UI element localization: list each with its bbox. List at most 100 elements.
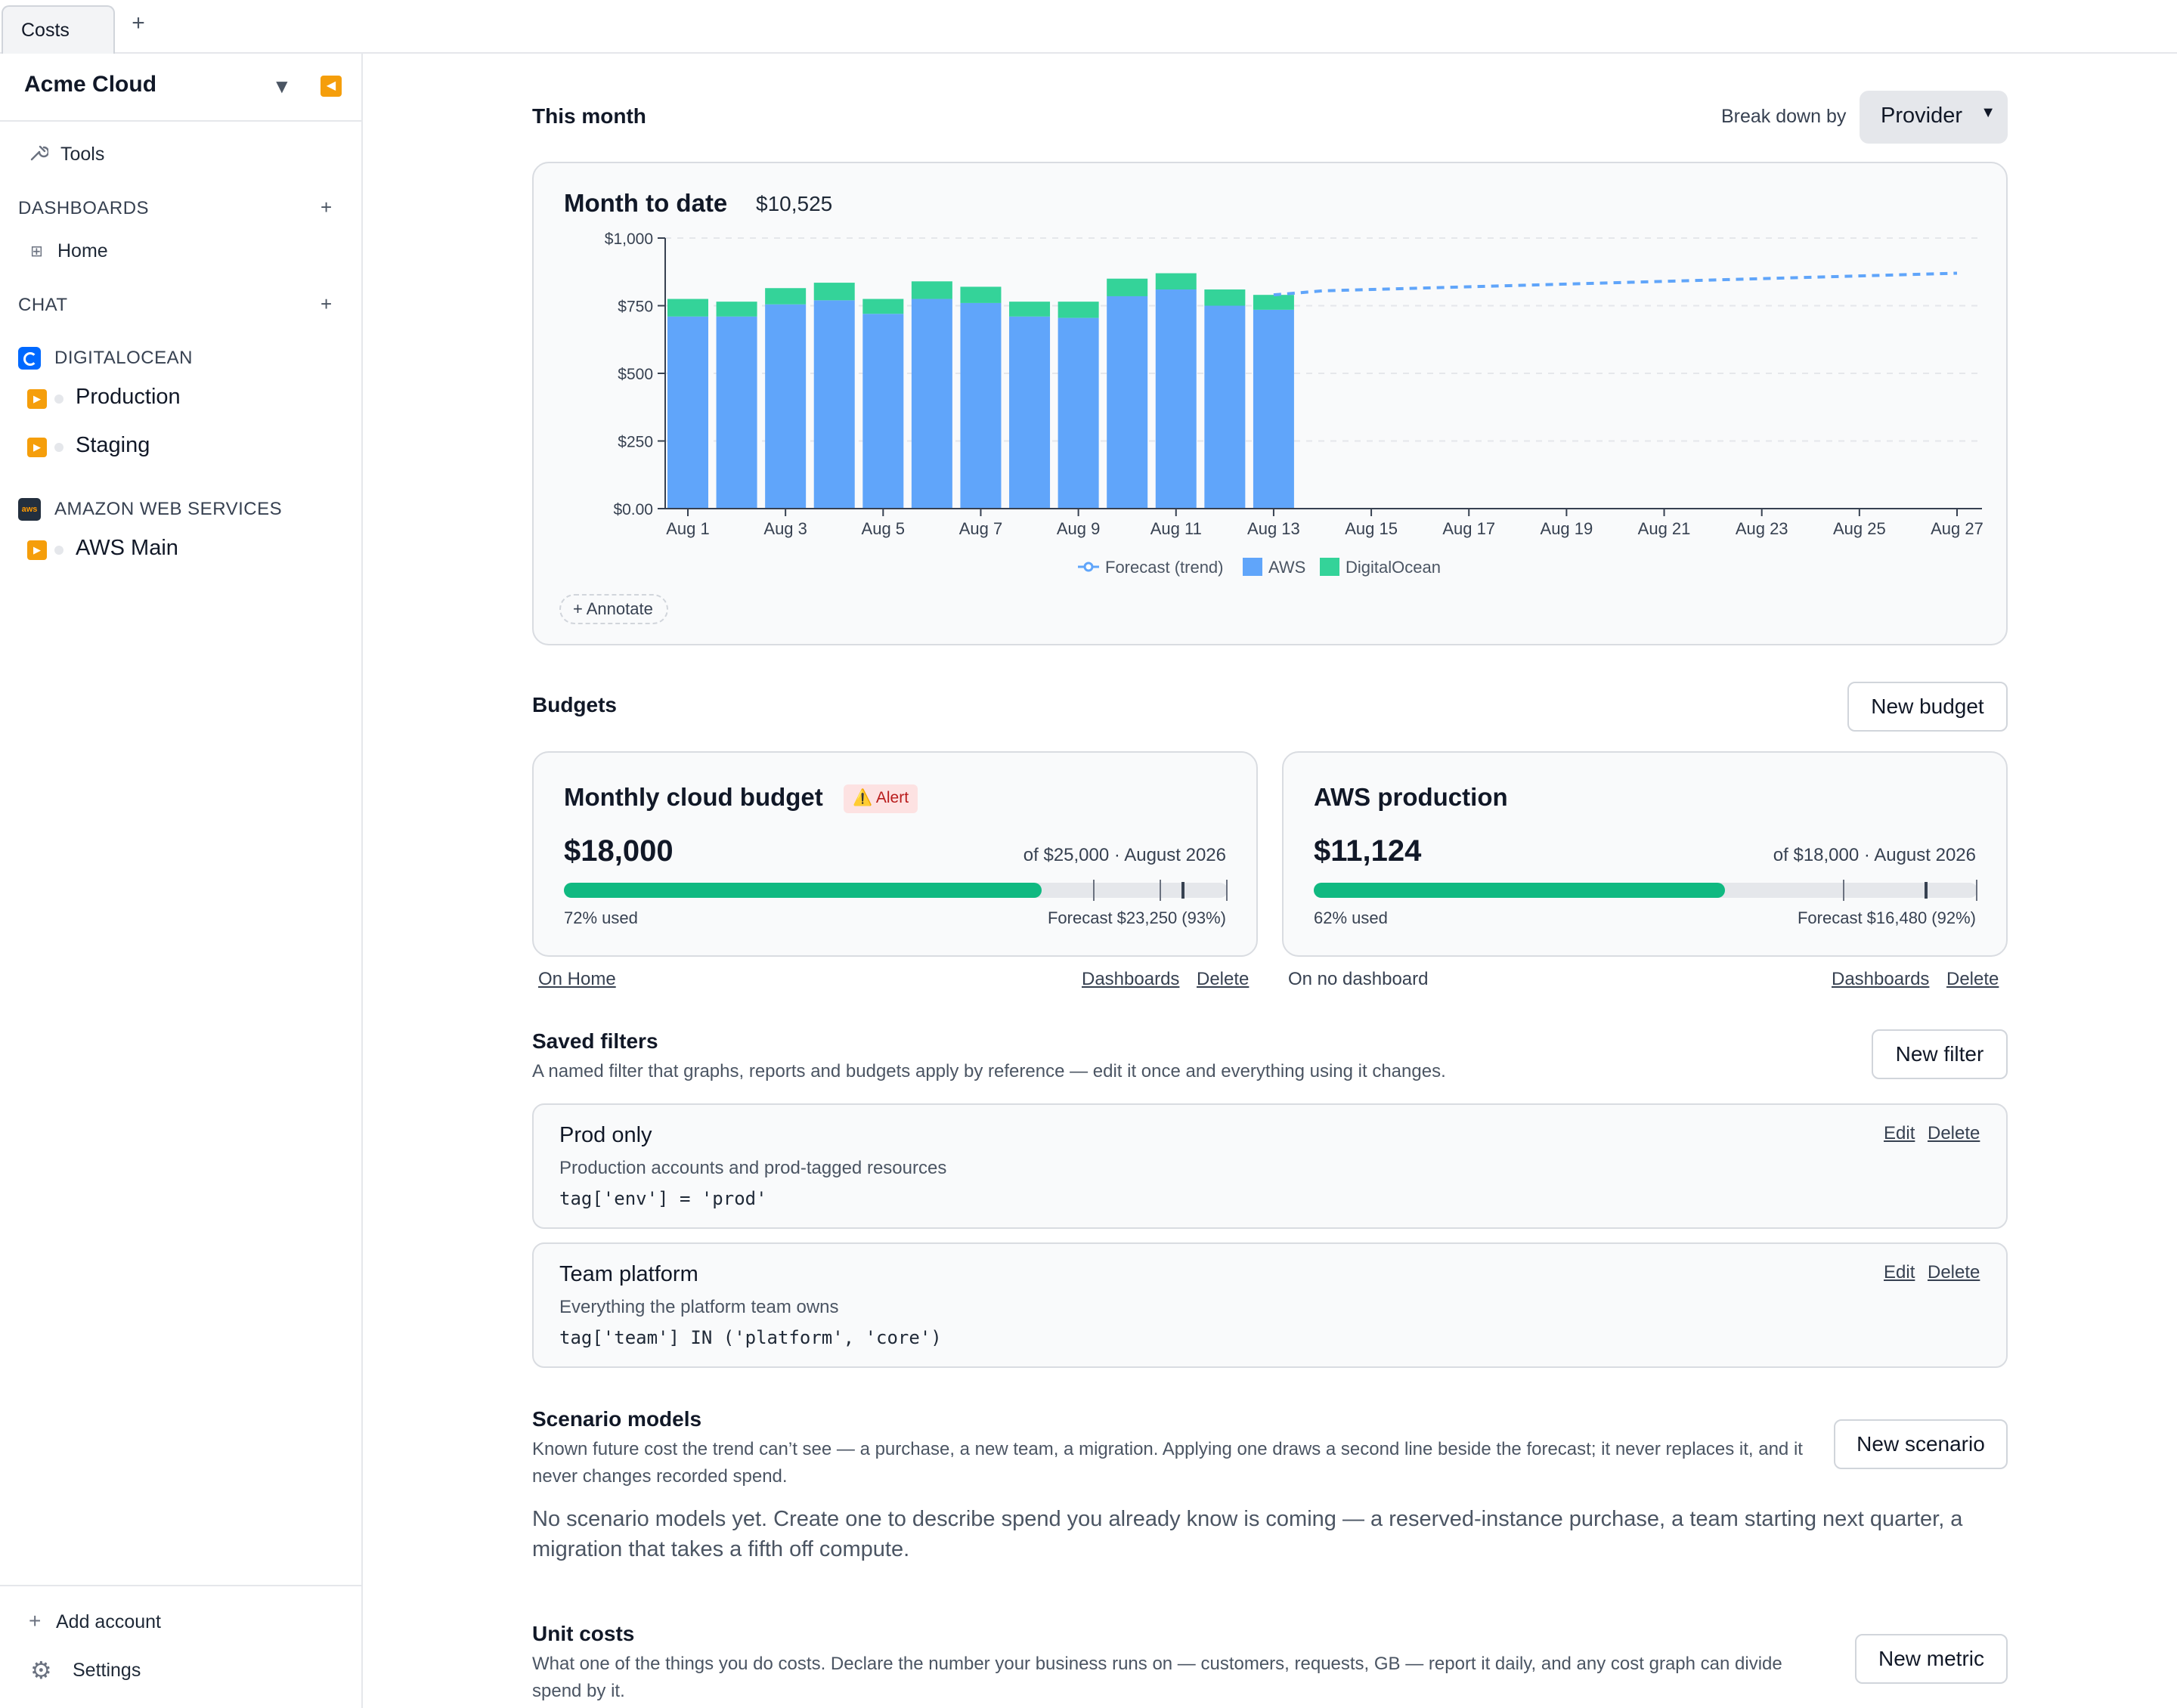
sidebar-divider (0, 1585, 361, 1586)
budgets-heading: Budgets (532, 693, 617, 716)
bar-aws (1058, 317, 1099, 509)
add-dashboard-button[interactable]: + (321, 196, 333, 218)
bar-aws (1204, 305, 1246, 509)
threshold-tick (1093, 880, 1095, 901)
bar-aws (813, 300, 855, 509)
sidebar-item-tools[interactable]: Tools (60, 144, 105, 165)
filter-name: Team platform (559, 1262, 698, 1286)
bar-aws (716, 316, 757, 509)
bar-digitalocean (1155, 273, 1197, 290)
bar-digitalocean (960, 286, 1002, 303)
bar-digitalocean (765, 288, 807, 305)
collapse-sidebar-icon[interactable]: ◀ (321, 76, 342, 97)
threshold-tick (1226, 880, 1228, 901)
annotate-label: + Annotate (573, 599, 653, 618)
x-tick-label: Aug 23 (1736, 519, 1788, 538)
budget-title: AWS production (1314, 783, 1508, 811)
provider-name: AMAZON WEB SERVICES (54, 499, 283, 519)
legend-swatch (1243, 558, 1262, 576)
add-account-button[interactable]: Add account (56, 1611, 161, 1632)
wrench-icon (29, 143, 50, 168)
scenario-models-heading: Scenario models (532, 1407, 702, 1431)
x-tick-label: Aug 7 (959, 519, 1003, 538)
y-tick-label: $0.00 (613, 501, 653, 518)
filter-card[interactable]: Prod only Production accounts and prod-t… (532, 1103, 2008, 1229)
filter-expression: tag['env'] = 'prod' (559, 1188, 767, 1209)
budget-location-link[interactable]: On Home (538, 969, 616, 989)
budget-delete-link[interactable]: Delete (1946, 969, 1999, 989)
y-tick-label: $1,000 (605, 231, 653, 248)
budget-card[interactable]: AWS production $11,124 of $18,000 · Augu… (1282, 751, 2008, 957)
budget-amount: $11,124 (1314, 834, 1422, 868)
add-chat-button[interactable]: + (321, 292, 333, 315)
dashboards-section-label: DASHBOARDS (18, 198, 150, 218)
budget-dashboards-link[interactable]: Dashboards (1082, 969, 1180, 989)
bar-aws (1107, 295, 1148, 509)
chevron-down-icon: ▼ (1980, 104, 1996, 121)
x-tick-label: Aug 25 (1833, 519, 1886, 538)
threshold-tick (1843, 880, 1844, 901)
budget-title: Monthly cloud budget (564, 783, 823, 811)
new-filter-button[interactable]: New filter (1872, 1029, 2008, 1079)
budget-forecast: Forecast $23,250 (93%) (1047, 908, 1226, 927)
x-tick-label: Aug 19 (1541, 519, 1593, 538)
threshold-tick (1160, 880, 1161, 901)
status-dot (54, 443, 63, 452)
breakdown-label: Break down by (1721, 106, 1847, 127)
y-tick-label: $750 (618, 299, 653, 316)
bar-aws (911, 299, 952, 509)
budget-card[interactable]: Monthly cloud budget ⚠️ Alert $18,000 of… (532, 751, 1258, 957)
settings-button[interactable]: Settings (73, 1660, 141, 1681)
bar-digitalocean (667, 299, 708, 317)
tab-bar: Costs + (0, 0, 2177, 54)
new-budget-button[interactable]: New budget (1847, 682, 2008, 732)
bar-aws (862, 314, 904, 509)
provider-name: DIGITALOCEAN (54, 348, 193, 368)
bar-aws (1155, 289, 1197, 509)
budget-progress-track (1314, 880, 1977, 901)
filter-edit-link[interactable]: Edit (1884, 1262, 1915, 1283)
forecast-marker (1181, 882, 1184, 899)
filter-card[interactable]: Team platform Everything the platform te… (532, 1242, 2008, 1368)
filter-delete-link[interactable]: Delete (1928, 1123, 1980, 1143)
status-dot (54, 546, 63, 555)
saved-filters-heading: Saved filters (532, 1029, 658, 1053)
aws-logo-icon: aws (18, 498, 41, 521)
filter-edit-link[interactable]: Edit (1884, 1123, 1915, 1143)
budget-location: On no dashboard (1288, 969, 1429, 989)
new-metric-button[interactable]: New metric (1855, 1634, 2008, 1684)
y-tick-label: $500 (618, 366, 653, 383)
digitalocean-logo-icon (18, 347, 41, 370)
annotate-button[interactable]: + Annotate (559, 594, 668, 624)
x-tick-label: Aug 5 (862, 519, 906, 538)
x-tick-label: Aug 11 (1150, 519, 1202, 538)
chevron-down-icon[interactable]: ▼ (272, 75, 292, 97)
budget-amount: $18,000 (564, 834, 674, 868)
tab-label: Costs (21, 20, 70, 41)
plus-icon: + (29, 1609, 42, 1632)
bar-digitalocean (1253, 295, 1294, 310)
bar-digitalocean (911, 281, 952, 299)
legend-forecast-marker (1083, 562, 1094, 572)
chart-total: $10,525 (756, 192, 833, 215)
breakdown-select[interactable]: Provider ▼ (1860, 91, 2008, 144)
filter-delete-link[interactable]: Delete (1928, 1262, 1980, 1283)
grid-icon: ⊞ (30, 243, 43, 260)
threshold-tick (1976, 880, 1977, 901)
new-scenario-button[interactable]: New scenario (1834, 1419, 2008, 1469)
org-switcher[interactable]: Acme Cloud ▼ ◀ (0, 54, 361, 122)
forecast-marker (1924, 882, 1928, 899)
budget-delete-link[interactable]: Delete (1197, 969, 1250, 989)
y-tick-label: $250 (618, 434, 653, 451)
bar-aws (765, 304, 807, 509)
sidebar-item-home[interactable]: Home (57, 240, 108, 261)
budget-progress-fill (564, 883, 1042, 898)
tab-costs[interactable]: Costs (2, 5, 115, 54)
unit-costs-description: What one of the things you do costs. Dec… (532, 1654, 1782, 1701)
bar-aws (960, 302, 1002, 509)
budget-limit: of $18,000 · August 2026 (1773, 845, 1976, 865)
budget-dashboards-link[interactable]: Dashboards (1832, 969, 1930, 989)
add-tab-button[interactable]: + (132, 11, 145, 36)
scenario-empty-state: No scenario models yet. Create one to de… (532, 1507, 1963, 1561)
gear-icon: ⚙ (30, 1657, 52, 1684)
